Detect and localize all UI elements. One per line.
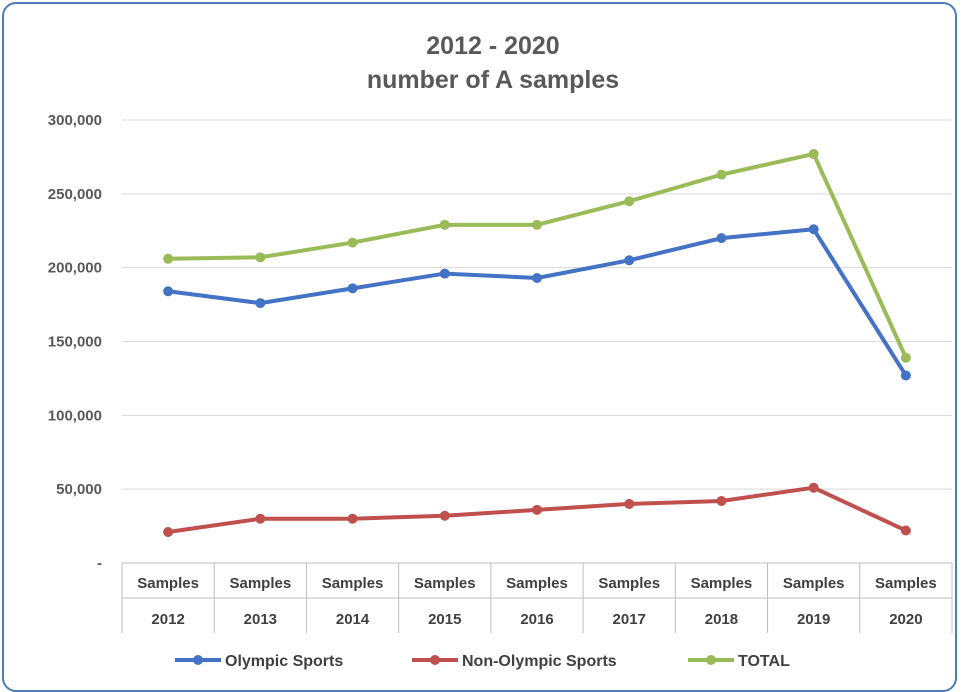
- data-point-total: [163, 253, 174, 264]
- y-tick-label: 300,000: [48, 112, 102, 129]
- legend-marker-total: [706, 655, 716, 665]
- chart-title: 2012 - 2020: [426, 32, 559, 60]
- chart-subtitle: number of A samples: [367, 66, 619, 94]
- data-point-non-olympic-sports: [439, 510, 450, 521]
- data-point-olympic-sports: [439, 268, 450, 279]
- data-point-total: [255, 252, 266, 263]
- x-tick-label: 2016: [520, 611, 553, 628]
- x-tick-label: Samples: [598, 575, 660, 592]
- x-tick-label: 2014: [336, 611, 370, 628]
- x-tick-label: Samples: [229, 575, 291, 592]
- y-axis: - 50,000 100,000 150,000 200,000 250,000 300,0…: [48, 112, 102, 572]
- y-tick-label: 100,000: [48, 407, 102, 424]
- data-point-non-olympic-sports: [347, 513, 358, 524]
- series-line-olympic-sports: [166, 227, 908, 378]
- legend-marker-non-olympic-sports: [430, 655, 440, 665]
- x-tick-label: 2013: [244, 611, 277, 628]
- x-tick-label: 2017: [613, 611, 646, 628]
- x-tick-label: 2015: [428, 611, 461, 628]
- legend-label-olympic-sports: Olympic Sports: [225, 653, 343, 670]
- x-tick-label: 2018: [705, 611, 738, 628]
- data-point-non-olympic-sports: [532, 504, 542, 515]
- y-tick-label: 200,000: [48, 260, 102, 277]
- y-tick-label: 150,000: [48, 334, 102, 351]
- data-point-olympic-sports: [900, 370, 911, 381]
- gridlines: [122, 119, 952, 490]
- x-axis: Samples 2012 Samples 2013 Samples 2014 Samples…: [121, 562, 953, 633]
- data-point-total: [439, 219, 450, 230]
- series-line-total: [166, 151, 908, 360]
- data-point-total: [900, 352, 911, 363]
- legend-label-total: TOTAL: [738, 653, 790, 670]
- x-tick-label: Samples: [691, 575, 753, 592]
- data-point-olympic-sports: [347, 283, 358, 294]
- data-point-olympic-sports: [532, 273, 542, 284]
- data-point-total: [716, 169, 727, 180]
- x-tick-label: 2019: [797, 611, 830, 628]
- data-point-olympic-sports: [808, 224, 819, 235]
- data-point-non-olympic-sports: [900, 525, 911, 536]
- x-tick-label: 2012: [151, 611, 184, 628]
- legend-marker-olympic-sports: [193, 655, 203, 665]
- data-point-total: [808, 148, 819, 159]
- data-point-non-olympic-sports: [255, 513, 266, 524]
- legend-label-non-olympic-sports: Non-Olympic Sports: [462, 653, 617, 670]
- x-tick-label: Samples: [414, 575, 476, 592]
- x-tick-label: Samples: [875, 575, 937, 592]
- data-point-total: [347, 237, 358, 248]
- data-point-total: [624, 196, 635, 207]
- data-point-non-olympic-sports: [624, 498, 635, 509]
- x-tick-label: Samples: [506, 575, 568, 592]
- data-point-non-olympic-sports: [808, 482, 819, 493]
- x-tick-label: Samples: [322, 575, 384, 592]
- x-tick-label: Samples: [783, 575, 845, 592]
- data-point-olympic-sports: [163, 286, 174, 297]
- data-point-olympic-sports: [624, 255, 635, 266]
- y-tick-label: 250,000: [48, 186, 102, 203]
- data-point-non-olympic-sports: [716, 495, 727, 506]
- data-point-olympic-sports: [255, 298, 266, 309]
- x-tick-label: Samples: [137, 575, 199, 592]
- y-tick-label: -: [97, 555, 102, 572]
- x-tick-label: 2020: [889, 611, 922, 628]
- series-layer: [163, 148, 911, 537]
- legend: Olympic Sports Non-Olympic Sports TOTAL: [175, 653, 790, 670]
- data-point-non-olympic-sports: [163, 526, 174, 537]
- data-point-olympic-sports: [716, 233, 727, 244]
- data-point-total: [532, 219, 542, 230]
- y-tick-label: 50,000: [56, 481, 102, 498]
